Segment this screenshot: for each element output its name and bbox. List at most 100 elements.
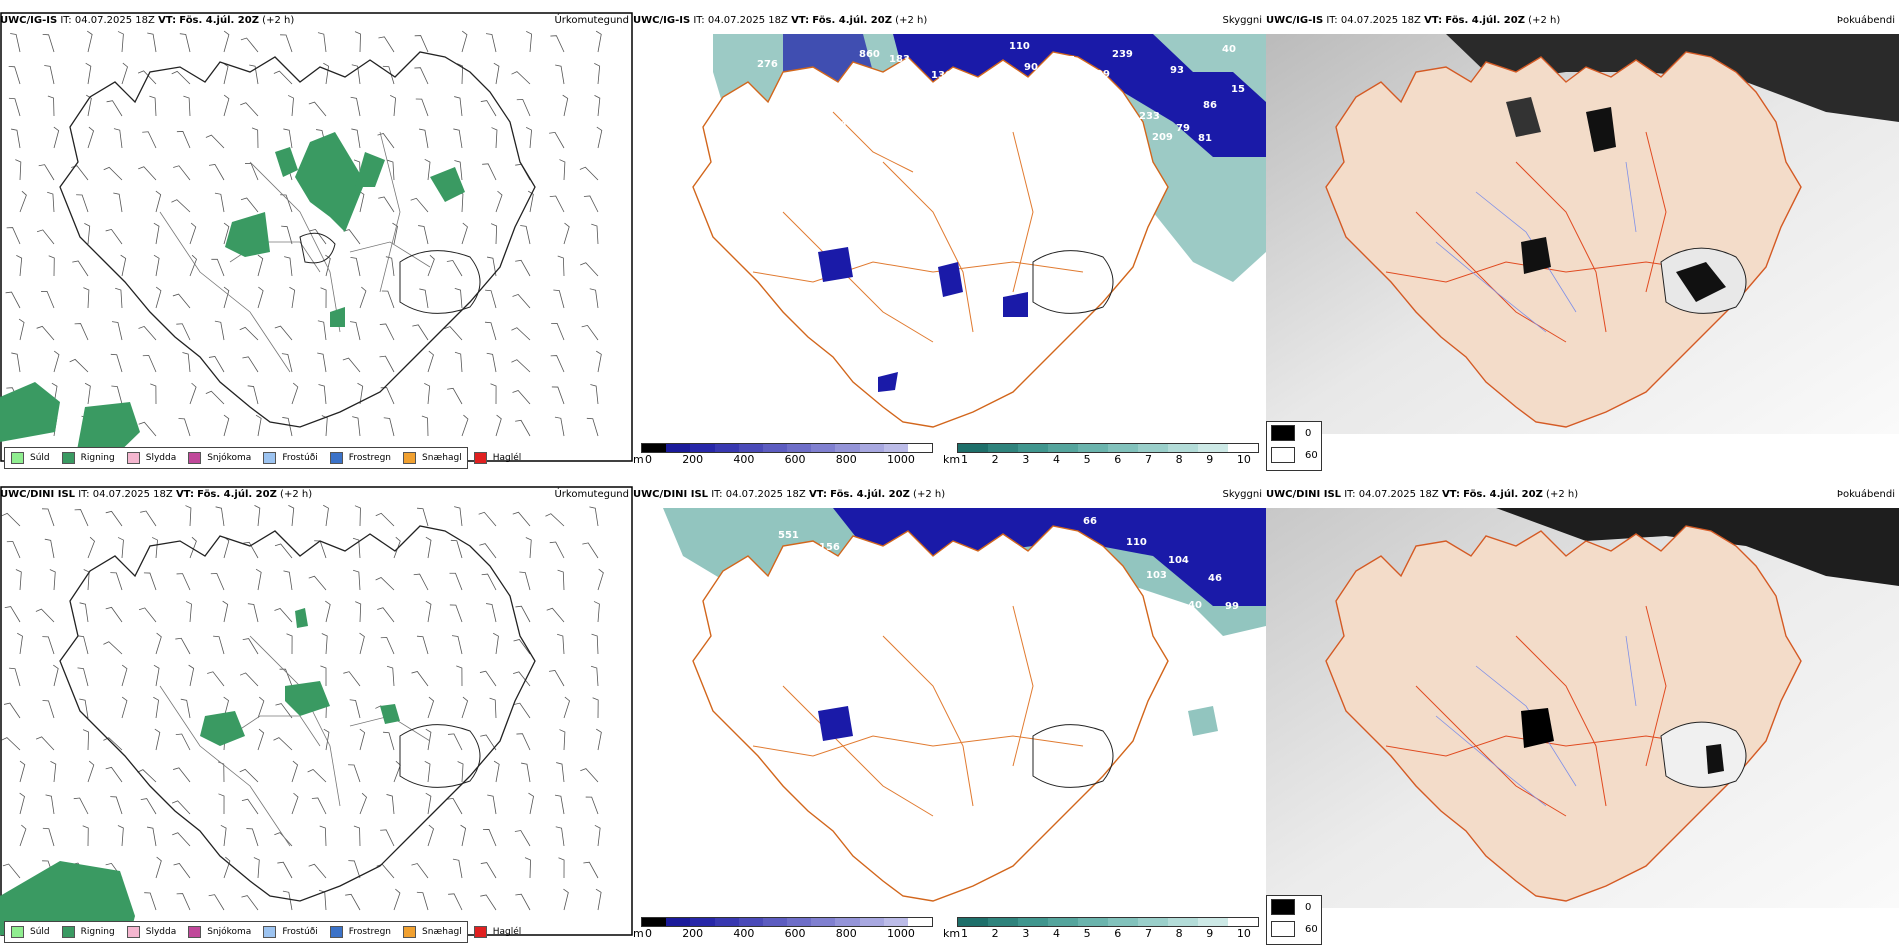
legend-item: Snæhagl [403, 452, 462, 464]
wind-barb [343, 671, 361, 687]
wind-barb [10, 33, 21, 53]
panel-visibility-dini: UWC/DINI ISL IT: 04.07.2025 18Z VT: Fös.… [633, 486, 1266, 949]
fog-legend: 0 60 [1266, 421, 1322, 471]
wind-barb [45, 794, 55, 815]
wind-barb [595, 30, 602, 53]
wind-barb [35, 608, 55, 623]
wind-barb [520, 225, 531, 245]
cloud-base-label: 40 [1188, 600, 1202, 611]
cloud-base-label: 117 [1054, 55, 1075, 66]
wind-barb [478, 511, 497, 527]
legend-item: Frostúði [263, 452, 318, 464]
wind-barb [427, 254, 435, 277]
wind-barb [590, 665, 599, 687]
wind-barb [354, 505, 361, 527]
wind-barb [155, 632, 162, 655]
wind-barb [205, 134, 225, 149]
legend-item: Snjókoma [188, 452, 251, 464]
wind-barb [151, 537, 158, 559]
wind-barb [486, 256, 497, 277]
wind-barb [345, 893, 361, 911]
precip-map [0, 12, 633, 462]
wind-barb [479, 670, 497, 687]
wind-barb [415, 98, 429, 117]
wind-barb [208, 356, 225, 373]
wind-barb [242, 638, 259, 655]
wind-barb [242, 356, 259, 373]
cloud-base-label: 90 [1024, 62, 1038, 73]
wind-barb [548, 669, 565, 687]
iceland-outline [59, 51, 536, 428]
wind-barb [153, 254, 160, 277]
wind-barb [549, 195, 565, 213]
wind-barb [582, 542, 599, 559]
wind-barb [247, 603, 259, 623]
wind-barb [77, 667, 89, 687]
wind-barb [35, 736, 55, 751]
wind-barb [223, 414, 230, 437]
wind-barb [559, 729, 566, 751]
panel-precip-type-dini: UWC/DINI ISL IT: 04.07.2025 18Z VT: Fös.… [0, 486, 633, 949]
wind-barb [480, 894, 497, 911]
wind-barb [425, 728, 432, 751]
wind-barb [491, 127, 498, 149]
cloud-base-label: 146 [939, 112, 960, 123]
wind-barb [48, 255, 55, 277]
cloud-base-label: 104 [950, 121, 971, 132]
wind-barb [461, 30, 468, 53]
wind-barb [419, 288, 429, 309]
cloud-base-label: 108 [906, 562, 927, 573]
panel-precip-type-igis: UWC/IG-IS IT: 04.07.2025 18Z VT: Fös. 4.… [0, 12, 633, 475]
wind-barb [546, 607, 565, 623]
wind-barb [82, 729, 90, 751]
wind-barb [117, 31, 124, 53]
product-name: Úrkomutegund [554, 15, 629, 26]
cloud-base-label: 110 [1009, 41, 1030, 52]
wind-barb [282, 890, 293, 911]
wind-barb [19, 792, 25, 815]
cloud-base-label: 111 [948, 586, 969, 597]
wind-barb [357, 382, 364, 405]
wind-barb [353, 825, 361, 847]
wind-barb [321, 415, 328, 437]
wind-barb [223, 696, 229, 719]
wind-barb [511, 71, 531, 85]
wind-barb [425, 536, 432, 559]
wind-barb [185, 601, 192, 623]
wind-barb [392, 222, 398, 245]
product-name: Þokuábendi [1836, 15, 1895, 26]
cloud-base-label: 156 [819, 542, 840, 553]
wind-barb [44, 538, 55, 559]
wind-barb [554, 794, 565, 815]
wind-barb [382, 65, 395, 85]
wind-barb [142, 355, 157, 373]
wind-barb [557, 569, 565, 591]
wind-barb [249, 64, 259, 85]
wind-barb [447, 797, 463, 815]
wind-barb [279, 668, 293, 687]
wind-barb [351, 128, 361, 149]
wind-barb [386, 794, 395, 815]
visibility-colorbar: km 1 2 3 4 5 6 7 8 9 10 [943, 443, 1263, 471]
wind-barb [449, 572, 463, 591]
wind-barb [352, 569, 361, 591]
wind-barb [593, 601, 600, 623]
cloud-base-label: 209 [1152, 132, 1173, 143]
wind-barb [19, 824, 27, 847]
wind-barb [559, 159, 566, 181]
wind-barb [558, 857, 565, 879]
cloud-base-label: 288 [1037, 580, 1058, 591]
wind-barb [359, 728, 366, 751]
wind-barb [323, 62, 330, 85]
ceiling-colorbar: m 0 200 400 600 800 1000 [633, 443, 933, 471]
cloud-base-label: 46 [1208, 573, 1222, 584]
wind-barb [557, 633, 565, 655]
wind-barb [111, 321, 123, 341]
wind-barb [427, 824, 434, 847]
wind-barb [515, 419, 531, 437]
wind-barb [38, 164, 55, 181]
wind-barb [138, 421, 157, 437]
wind-barb [280, 34, 293, 53]
wind-barb [348, 860, 361, 879]
wind-barb [563, 696, 570, 719]
